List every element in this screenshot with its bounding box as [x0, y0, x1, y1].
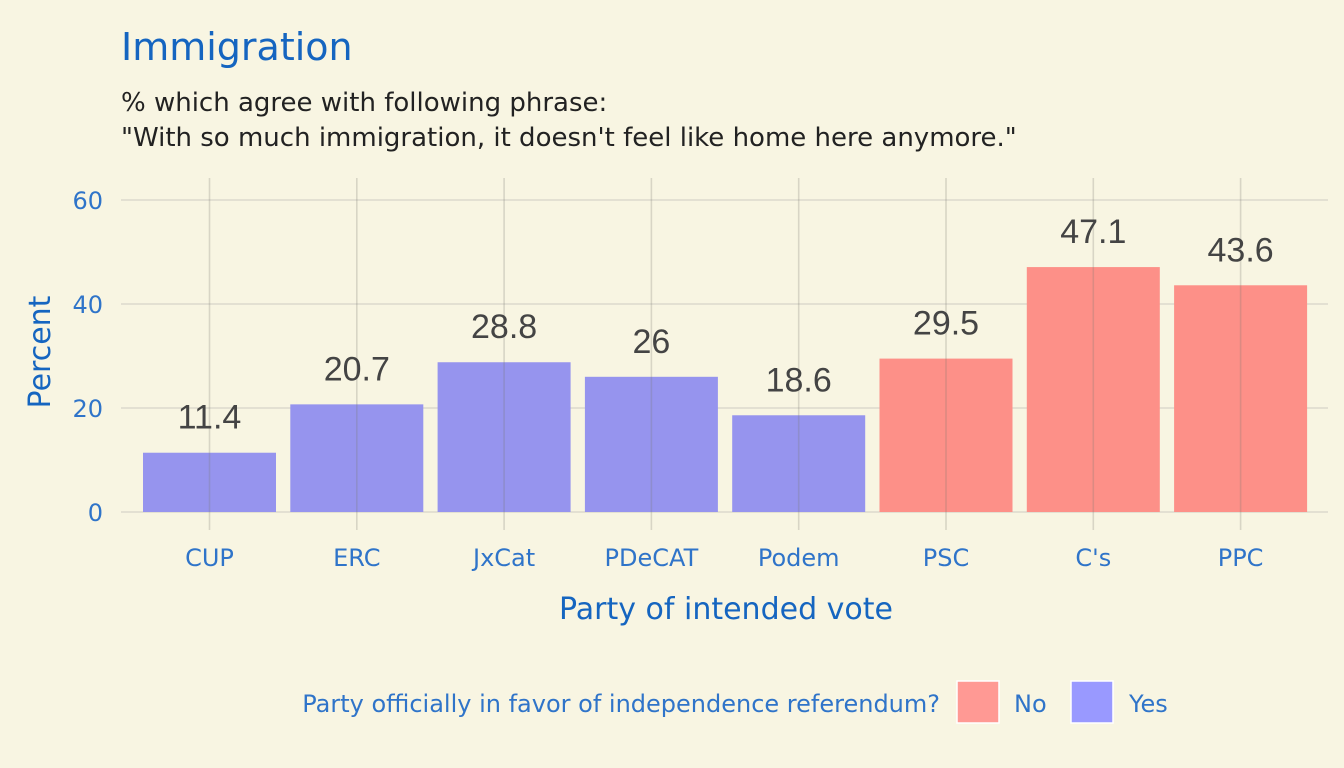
bar-cs [1026, 267, 1160, 512]
data-label: 11.4 [178, 399, 242, 437]
data-label: 43.6 [1208, 231, 1274, 269]
y-axis-title: Percent [23, 295, 58, 408]
x-axis-title: Party of intended vote [559, 592, 893, 627]
data-label: 18.6 [766, 361, 832, 399]
bar-podem [732, 415, 866, 512]
data-label: 28.8 [471, 308, 537, 346]
data-label: 20.7 [324, 350, 390, 388]
vertical-grid-layer [208, 178, 1242, 530]
x-tick-label: JxCat [471, 544, 535, 572]
y-tick-label: 40 [72, 291, 103, 319]
legend-swatch-yes [1070, 680, 1114, 724]
chart-title: Immigration [121, 25, 353, 69]
data-label: 29.5 [913, 305, 979, 343]
x-tick-label: Podem [758, 544, 840, 572]
data-labels-layer: 11.4 20.7 28.8 26 18.6 29.5 47.1 43.6 [178, 213, 1274, 437]
bar-erc [290, 404, 424, 512]
x-tick-label: C's [1075, 544, 1111, 572]
data-label: 26 [632, 323, 670, 361]
bar-jxcat [437, 362, 571, 512]
legend-label-no: No [1014, 690, 1047, 718]
x-tick-label: CUP [185, 544, 234, 572]
bar-cup [143, 452, 276, 512]
y-tick-label: 0 [88, 499, 103, 527]
x-tick-label: PSC [923, 544, 969, 572]
x-tick-label: ERC [333, 544, 380, 572]
legend-label-yes: Yes [1128, 690, 1168, 718]
x-tick-label: PPC [1218, 544, 1264, 572]
chart-subtitle-line-2: "With so much immigration, it doesn't fe… [121, 123, 1017, 153]
y-tick-label: 60 [72, 187, 103, 215]
bar-psc [879, 358, 1013, 512]
x-tick-label: PDeCAT [605, 544, 699, 572]
legend-title: Party officially in favor of independenc… [302, 690, 940, 718]
y-tick-label: 20 [72, 395, 103, 423]
bars-layer [143, 267, 1308, 512]
legend: Party officially in favor of independenc… [302, 680, 1168, 724]
chart-subtitle-line-1: % which agree with following phrase: [121, 88, 607, 118]
bar-pdecat [584, 376, 718, 512]
ticks-layer: 0 20 40 60 CUP ERC JxCat PDeCAT Podem PSC C's PPC [72, 187, 1263, 572]
bar-ppc [1174, 285, 1308, 512]
data-label: 47.1 [1060, 213, 1126, 251]
legend-swatch-no [956, 680, 1000, 724]
